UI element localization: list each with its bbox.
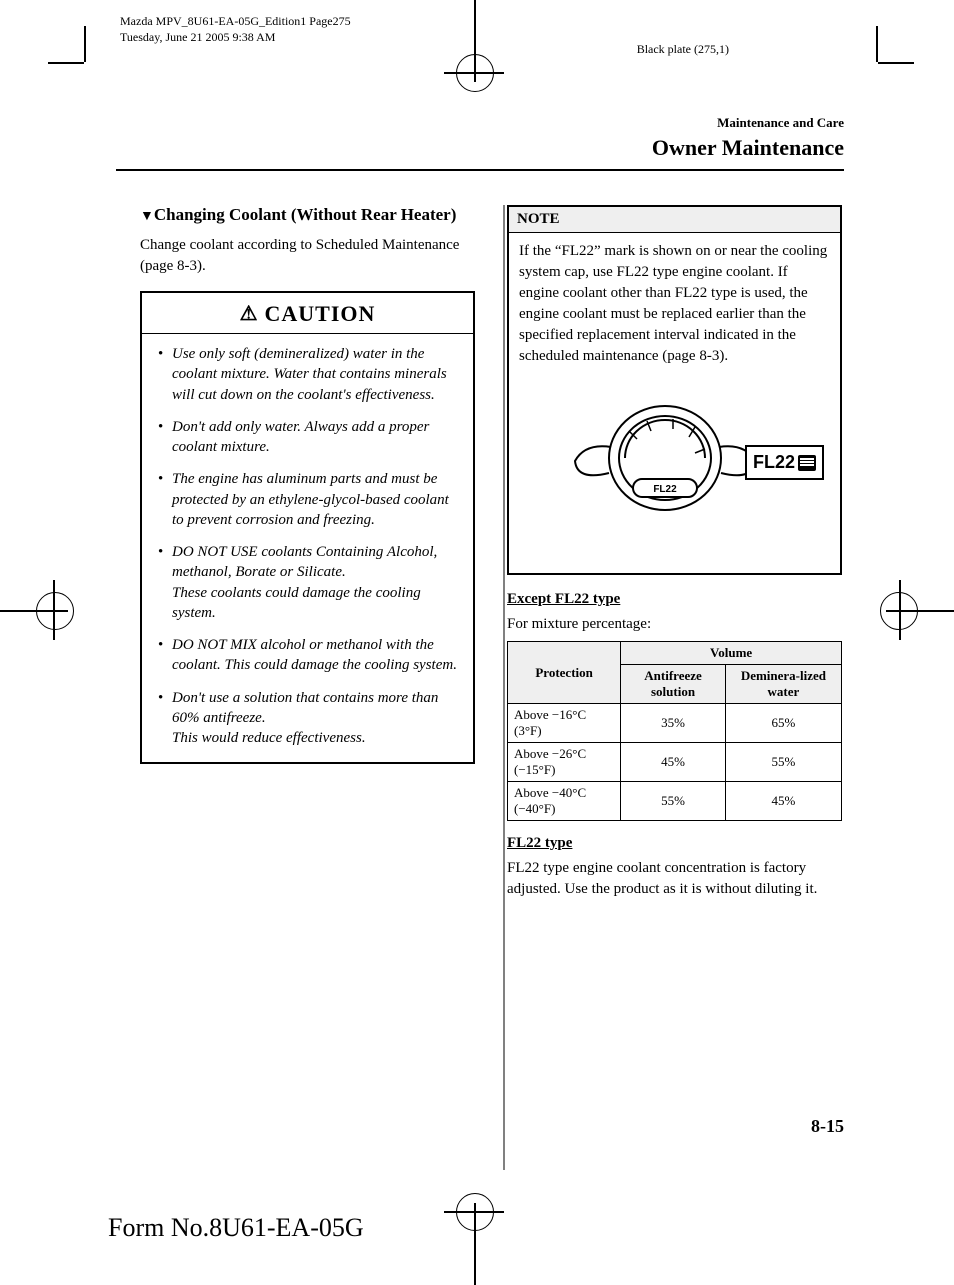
svg-text:FL22: FL22 <box>653 484 677 495</box>
left-column: ▼Changing Coolant (Without Rear Heater) … <box>140 205 475 914</box>
manual-icon <box>798 455 816 471</box>
doc-id-line: Mazda MPV_8U61-EA-05G_Edition1 Page275 <box>120 14 351 30</box>
note-text: If the “FL22” mark is shown on or near t… <box>519 241 830 367</box>
print-meta-left: Mazda MPV_8U61-EA-05G_Edition1 Page275 T… <box>120 14 351 45</box>
mixture-intro: For mixture percentage: <box>507 614 842 635</box>
page-number: 8-15 <box>811 1116 844 1137</box>
warning-icon: ⚠ <box>240 303 259 325</box>
caution-list: Use only soft (demineralized) water in t… <box>158 344 461 748</box>
form-number: Form No.8U61-EA-05G <box>108 1213 364 1243</box>
caution-item: DO NOT MIX alcohol or methanol with the … <box>158 635 461 676</box>
col-protection: Protection <box>508 642 621 704</box>
fl22-callout-label: FL22 <box>745 445 824 480</box>
fl22-text: FL22 type engine coolant concentration i… <box>507 858 842 900</box>
caution-item: Don't use a solution that contains more … <box>158 688 461 749</box>
caution-item: Don't add only water. Always add a prope… <box>158 417 461 458</box>
fl22-type-heading: FL22 type <box>507 835 842 852</box>
table-row: Above −16°C (3°F) 35% 65% <box>508 704 842 743</box>
caution-item: Use only soft (demineralized) water in t… <box>158 344 461 405</box>
col-antifreeze: Antifreeze solution <box>621 665 726 704</box>
caution-item: The engine has aluminum parts and must b… <box>158 469 461 530</box>
note-header: NOTE <box>509 207 840 233</box>
note-box: NOTE If the “FL22” mark is shown on or n… <box>507 205 842 575</box>
except-fl22-heading: Except FL22 type <box>507 591 842 608</box>
right-column: NOTE If the “FL22” mark is shown on or n… <box>507 205 842 914</box>
intro-paragraph: Change coolant according to Scheduled Ma… <box>140 235 475 277</box>
col-water: Deminera-lized water <box>725 665 841 704</box>
print-date-line: Tuesday, June 21 2005 9:38 AM <box>120 30 351 46</box>
table-row: Above −40°C (−40°F) 55% 45% <box>508 782 842 821</box>
section-title: Owner Maintenance <box>116 135 844 161</box>
subheading-changing-coolant: ▼Changing Coolant (Without Rear Heater) <box>140 205 475 225</box>
caution-header: ⚠CAUTION <box>142 293 473 333</box>
table-row: Above −26°C (−15°F) 45% 55% <box>508 743 842 782</box>
print-plate-info: Black plate (275,1) <box>637 42 729 57</box>
page-header: Maintenance and Care Owner Maintenance <box>116 115 844 171</box>
triangle-marker-icon: ▼ <box>140 209 154 224</box>
caution-box: ⚠CAUTION Use only soft (demineralized) w… <box>140 291 475 764</box>
caution-item: DO NOT USE coolants Containing Alcohol, … <box>158 542 461 623</box>
col-volume: Volume <box>621 642 842 665</box>
mixture-table: Protection Volume Antifreeze solution De… <box>507 641 842 821</box>
chapter-label: Maintenance and Care <box>116 115 844 131</box>
coolant-cap-diagram: FL22 FL22 <box>519 383 830 553</box>
